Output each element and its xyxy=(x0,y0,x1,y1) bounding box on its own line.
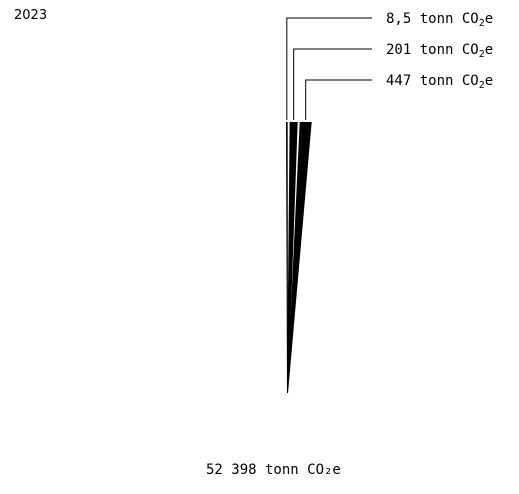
leader-line-2 xyxy=(305,79,372,120)
leader-line-1 xyxy=(293,48,372,120)
chart-year: 2023 xyxy=(14,8,48,23)
series-label-2: 447 tonn CO2e xyxy=(386,73,493,91)
series-label-1: 201 tonn CO2e xyxy=(386,42,493,60)
flow-wedge-1 xyxy=(287,122,298,393)
total-emissions-label: 52 398 tonn CO₂e xyxy=(206,462,341,478)
flow-wedge-2 xyxy=(287,122,312,393)
series-label-0: 8,5 tonn CO2e xyxy=(386,11,493,29)
leader-line-0 xyxy=(286,17,372,120)
flow-wedge-0 xyxy=(286,122,288,393)
